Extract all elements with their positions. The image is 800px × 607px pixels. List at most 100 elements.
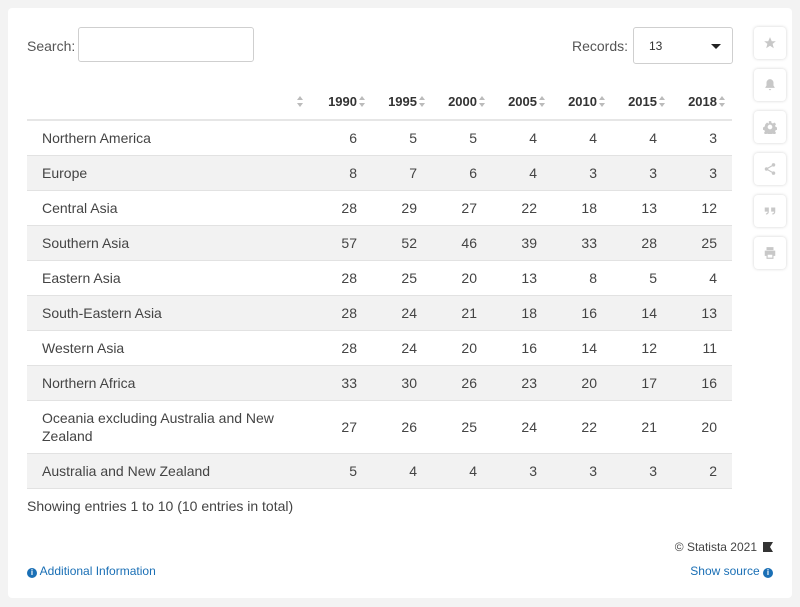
search-label: Search: <box>27 38 76 54</box>
table-cell: 11 <box>672 330 732 366</box>
table-cell: 27 <box>312 400 372 454</box>
table-row: Australia and New Zealand 5 4 4 3 3 3 2 <box>27 453 732 489</box>
column-header-2010[interactable]: 2010 <box>552 83 612 121</box>
search-input[interactable] <box>78 27 254 62</box>
row-label: Europe <box>27 155 312 191</box>
table-cell: 21 <box>432 295 492 331</box>
sidebar-tools <box>754 27 786 279</box>
table-cell: 25 <box>372 260 432 296</box>
table-cell: 21 <box>612 400 672 454</box>
records-value: 13 <box>649 39 663 53</box>
table-cell: 23 <box>492 365 552 401</box>
records-select[interactable]: 13 <box>633 27 733 64</box>
table-cell: 24 <box>372 330 432 366</box>
additional-information-link[interactable]: i Additional Information <box>27 564 156 578</box>
table-cell: 20 <box>432 260 492 296</box>
table-cell: 20 <box>552 365 612 401</box>
table-row: Western Asia 28 24 20 16 14 12 11 <box>27 330 732 366</box>
sort-icon <box>479 95 486 107</box>
table-cell: 4 <box>552 120 612 156</box>
share-button[interactable] <box>754 153 786 185</box>
flag-icon[interactable] <box>763 542 773 552</box>
table-cell: 5 <box>612 260 672 296</box>
table-row: South-Eastern Asia 28 24 21 18 16 14 13 <box>27 295 732 331</box>
statistic-card: Search: Records: 13 1990 1995 2000 2005 … <box>8 8 792 598</box>
table-cell: 27 <box>432 190 492 226</box>
table-cell: 28 <box>312 330 372 366</box>
table-cell: 57 <box>312 225 372 261</box>
table-cell: 14 <box>612 295 672 331</box>
column-header-2005[interactable]: 2005 <box>492 83 552 121</box>
table-cell: 2 <box>672 453 732 489</box>
table-cell: 13 <box>672 295 732 331</box>
table-cell: 28 <box>612 225 672 261</box>
table-row: Europe 8 7 6 4 3 3 3 <box>27 155 732 191</box>
table-cell: 4 <box>372 453 432 489</box>
table-cell: 13 <box>492 260 552 296</box>
table-row: Central Asia 28 29 27 22 18 13 12 <box>27 190 732 226</box>
column-header-1990[interactable]: 1990 <box>312 83 372 121</box>
sort-icon <box>297 95 304 107</box>
header-row: 1990 1995 2000 2005 2010 2015 2018 <box>27 83 732 121</box>
sort-icon <box>659 95 666 107</box>
favorite-button[interactable] <box>754 27 786 59</box>
table-cell: 3 <box>672 155 732 191</box>
row-label: Northern Africa <box>27 365 312 401</box>
table-cell: 3 <box>552 453 612 489</box>
column-header-2000[interactable]: 2000 <box>432 83 492 121</box>
show-source-link[interactable]: Show source i <box>690 564 773 578</box>
table-cell: 3 <box>612 453 672 489</box>
table-cell: 22 <box>492 190 552 226</box>
table-cell: 20 <box>432 330 492 366</box>
table-row: Oceania excluding Australia and New Zeal… <box>27 400 732 454</box>
table-row: Eastern Asia 28 25 20 13 8 5 4 <box>27 260 732 296</box>
cite-button[interactable] <box>754 195 786 227</box>
gear-icon <box>763 121 777 134</box>
table-cell: 13 <box>612 190 672 226</box>
table-cell: 5 <box>372 120 432 156</box>
table-cell: 12 <box>612 330 672 366</box>
table-cell: 5 <box>432 120 492 156</box>
table-cell: 26 <box>432 365 492 401</box>
caret-down-icon <box>711 44 721 49</box>
table-cell: 18 <box>552 190 612 226</box>
table-cell: 8 <box>552 260 612 296</box>
table-row: Southern Asia 57 52 46 39 33 28 25 <box>27 225 732 261</box>
table-cell: 24 <box>492 400 552 454</box>
column-header-label[interactable] <box>27 83 312 121</box>
table-cell: 16 <box>552 295 612 331</box>
additional-information-label: Additional Information <box>39 564 156 578</box>
copyright-text: © Statista 2021 <box>674 540 757 554</box>
bell-icon <box>765 79 775 91</box>
settings-button[interactable] <box>754 111 786 143</box>
table-cell: 30 <box>372 365 432 401</box>
table-cell: 17 <box>612 365 672 401</box>
table-cell: 6 <box>432 155 492 191</box>
print-button[interactable] <box>754 237 786 269</box>
table-cell: 33 <box>312 365 372 401</box>
column-header-2015[interactable]: 2015 <box>612 83 672 121</box>
notification-button[interactable] <box>754 69 786 101</box>
table-cell: 4 <box>432 453 492 489</box>
print-icon <box>764 247 776 259</box>
sort-icon <box>539 95 546 107</box>
table-cell: 25 <box>432 400 492 454</box>
column-header-2018[interactable]: 2018 <box>672 83 732 121</box>
data-table: 1990 1995 2000 2005 2010 2015 2018 North… <box>27 83 732 489</box>
table-cell: 16 <box>672 365 732 401</box>
table-cell: 4 <box>612 120 672 156</box>
row-label: Southern Asia <box>27 225 312 261</box>
table-cell: 4 <box>492 155 552 191</box>
table-cell: 52 <box>372 225 432 261</box>
table-cell: 3 <box>672 120 732 156</box>
entries-summary: Showing entries 1 to 10 (10 entries in t… <box>27 498 294 514</box>
show-source-label: Show source <box>690 564 760 578</box>
table-cell: 7 <box>372 155 432 191</box>
table-cell: 16 <box>492 330 552 366</box>
table-cell: 46 <box>432 225 492 261</box>
sort-icon <box>599 95 606 107</box>
table-cell: 22 <box>552 400 612 454</box>
table-cell: 3 <box>492 453 552 489</box>
table-cell: 33 <box>552 225 612 261</box>
column-header-1995[interactable]: 1995 <box>372 83 432 121</box>
